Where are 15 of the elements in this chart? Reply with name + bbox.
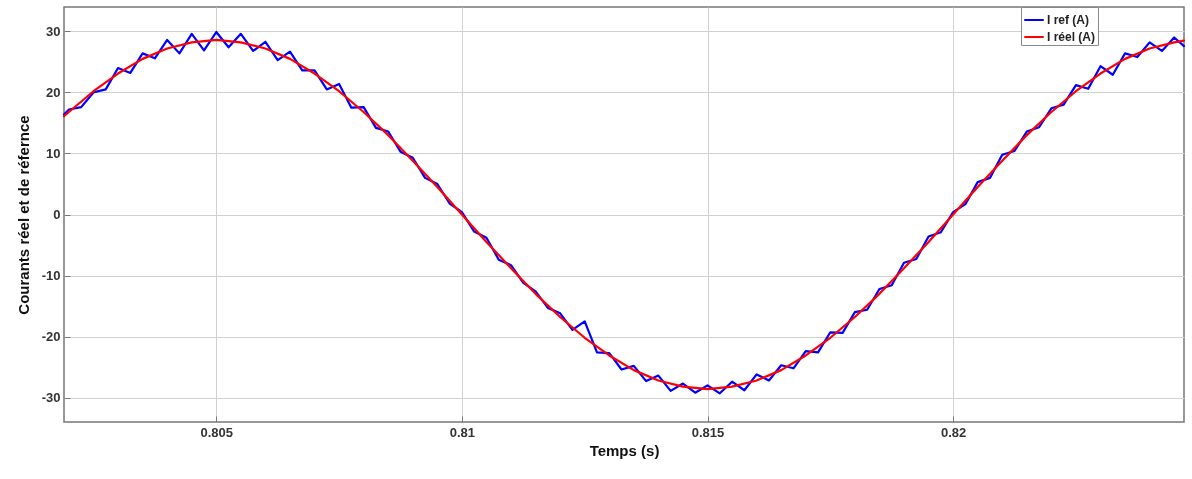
y-tick-label: 30 xyxy=(46,23,61,39)
x-axis-title: Temps (s) xyxy=(589,441,660,459)
x-tick-label: 0.81 xyxy=(449,424,476,440)
legend-label: I réel (A) xyxy=(1047,30,1096,44)
y-tick-label: -10 xyxy=(41,268,61,284)
y-tick-label: 0 xyxy=(53,207,61,222)
x-tick-label: 0.82 xyxy=(940,424,967,440)
y-tick-label: 10 xyxy=(46,145,61,161)
y-tick-label: -20 xyxy=(41,329,61,345)
x-tick-label: 0.815 xyxy=(691,424,725,440)
y-axis-title: Courants réel et de réfernce xyxy=(14,115,32,315)
y-tick-label: -30 xyxy=(41,390,61,406)
legend-label: I ref (A) xyxy=(1047,13,1089,27)
y-tick-label: 20 xyxy=(46,84,61,100)
x-tick-label: 0.805 xyxy=(200,424,234,440)
